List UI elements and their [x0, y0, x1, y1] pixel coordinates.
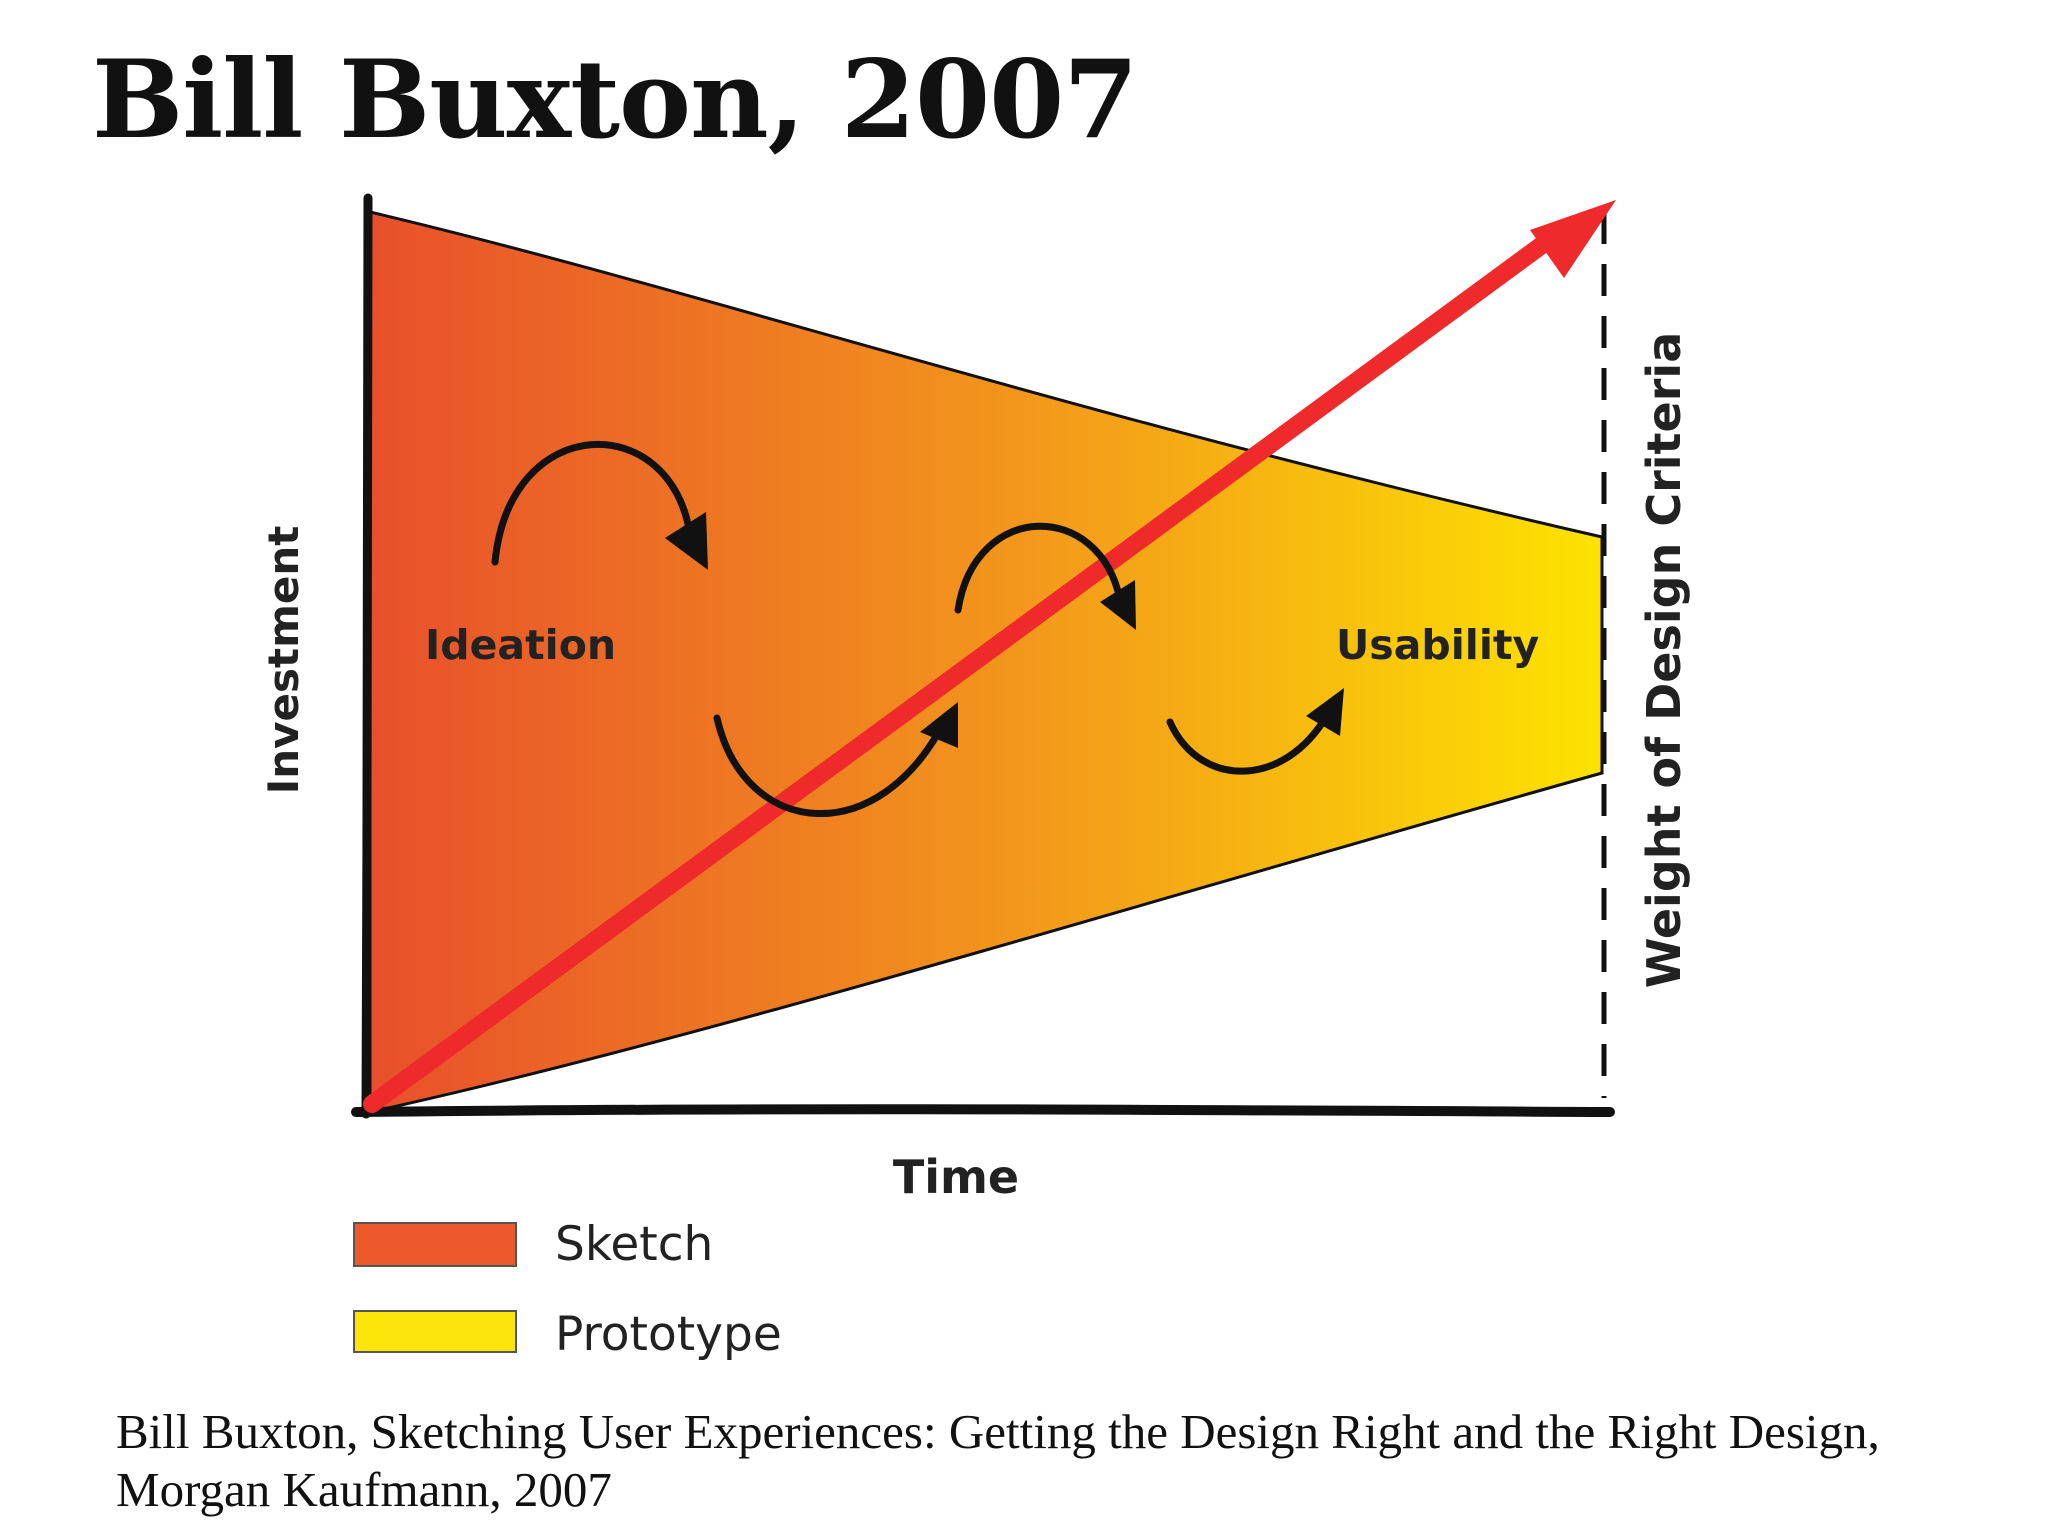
- legend-swatch-prototype: [353, 1310, 517, 1353]
- ideation-label: Ideation: [425, 621, 616, 669]
- iteration-arrow-2: [713, 714, 949, 817]
- x-axis-line: [351, 1104, 1615, 1117]
- iteration-arrowheads: [665, 512, 1344, 748]
- arrowhead-icon-4: [1306, 688, 1344, 736]
- trend-arrow-shaft: [363, 233, 1555, 1113]
- legend-label-prototype: Prototype: [555, 1307, 782, 1362]
- usability-label: Usability: [1336, 621, 1539, 669]
- arrowhead-icon-2: [920, 702, 958, 748]
- right-axis-label: Weight of Design Criteria: [1637, 332, 1691, 989]
- y-axis-label: Investment: [259, 526, 308, 795]
- arrowhead-icon-3: [1100, 580, 1136, 630]
- citation: Bill Buxton, Sketching User Experiences:…: [116, 1404, 1880, 1517]
- slide-title: Bill Buxton, 2007: [92, 37, 1138, 163]
- legend-swatch-sketch: [353, 1222, 517, 1267]
- arrowhead-icon-1: [665, 512, 708, 570]
- iteration-arrows: [491, 441, 1336, 817]
- legend: Sketch Prototype: [353, 1217, 782, 1362]
- x-axis-label: Time: [893, 1150, 1019, 1204]
- y-axis-line: [361, 193, 373, 1119]
- legend-label-sketch: Sketch: [555, 1217, 713, 1272]
- trend-arrowhead: [1530, 200, 1616, 278]
- iteration-arrow-3: [954, 522, 1124, 614]
- iteration-arrow-4: [1166, 702, 1336, 775]
- iteration-arrow-1: [491, 441, 694, 566]
